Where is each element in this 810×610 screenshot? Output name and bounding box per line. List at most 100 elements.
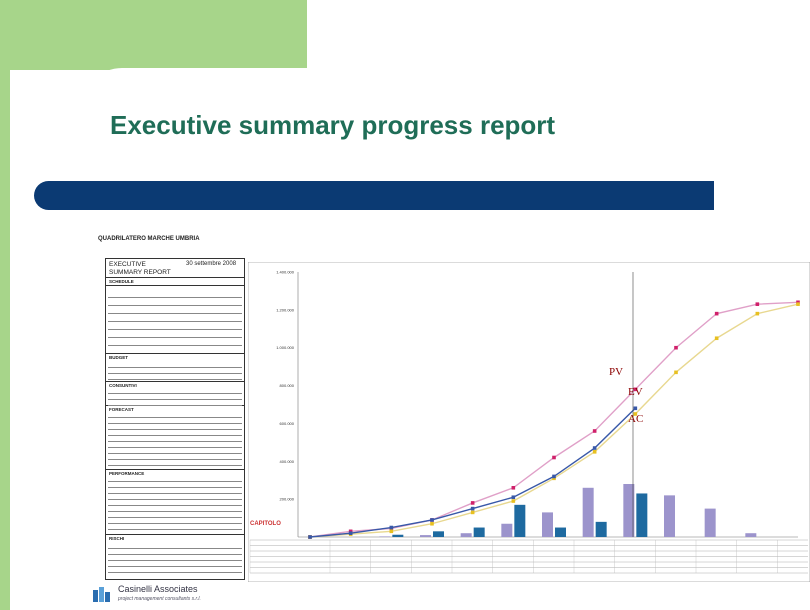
table-row-line <box>108 461 242 466</box>
bar-light <box>582 487 594 537</box>
section-budget: BUDGET <box>109 355 128 360</box>
series-marker-pv <box>755 302 760 306</box>
y-tick-label: 400.000 <box>280 459 295 464</box>
section-divider <box>106 353 244 354</box>
bar-light <box>379 536 391 537</box>
section-consuntivi: CONSUNTIVI <box>109 383 137 388</box>
table-row-line <box>108 419 242 424</box>
bar-light <box>623 484 635 537</box>
series-marker-ev <box>714 336 719 341</box>
y-tick-label: 1.000.000 <box>276 345 295 350</box>
slide-title: Executive summary progress report <box>110 110 556 140</box>
table-row-line <box>108 413 242 418</box>
table-row-line <box>108 317 242 322</box>
bar-light <box>460 533 472 537</box>
series-marker-pv <box>796 300 800 305</box>
table-row-line <box>108 519 242 524</box>
series-marker-ev <box>552 476 556 481</box>
bar-dark <box>433 531 444 537</box>
table-row-line <box>108 395 242 400</box>
series-marker-ev <box>511 499 516 503</box>
table-row-line <box>108 455 242 460</box>
table-row-line <box>108 443 242 448</box>
ev-annotation: EV <box>628 386 643 398</box>
table-row-line <box>108 449 242 454</box>
section-divider <box>106 469 244 470</box>
series-marker-ev <box>633 412 638 416</box>
table-row-line <box>108 389 242 394</box>
earned-value-chart: 1.400.000 1.200.000 1.000.000 800.000 600.00… <box>248 262 810 582</box>
series-marker-ev <box>592 450 597 454</box>
section-divider <box>106 381 244 382</box>
series-marker-pv <box>674 345 678 350</box>
document-heading: QUADRILATERO MARCHE UMBRIA <box>98 236 200 242</box>
bar-light <box>420 535 431 537</box>
series-marker-ac <box>511 495 516 500</box>
table-row-line <box>108 489 242 494</box>
series-marker-pv <box>592 429 597 433</box>
table-row-line <box>108 431 242 436</box>
table-row-line <box>108 341 242 346</box>
table-row-line <box>108 550 242 555</box>
table-row-line <box>108 369 242 374</box>
section-divider <box>106 285 244 286</box>
bar-light <box>664 495 675 537</box>
series-marker-ac <box>430 518 434 522</box>
series-marker-pv <box>552 455 556 460</box>
data-table <box>249 539 808 574</box>
table-row-line <box>108 501 242 506</box>
bar-light <box>745 533 757 537</box>
section-divider <box>106 277 244 278</box>
section-performance: PERFORMANCE <box>109 471 145 476</box>
series-lines <box>308 300 800 539</box>
table-row-line <box>108 507 242 512</box>
series-marker-pv <box>348 529 353 534</box>
table-row-line <box>108 301 242 306</box>
section-divider <box>106 534 244 535</box>
series-marker-ev <box>470 510 475 515</box>
table-row-line <box>108 562 242 567</box>
series-marker-ev <box>389 529 394 534</box>
y-tick-label: 800.000 <box>280 383 295 388</box>
section-schedule: SCHEDULE <box>109 279 134 284</box>
executive-summary-table: EXECUTIVE SUMMARY REPORT 30 settembre 20… <box>105 258 245 580</box>
table-row-line <box>108 325 242 330</box>
bar-dark <box>595 521 607 537</box>
table-row-line <box>108 401 242 406</box>
table-row-line <box>108 495 242 500</box>
bar-dark <box>514 504 526 537</box>
series-marker-ev <box>796 302 800 306</box>
table-row-line <box>108 333 242 338</box>
series-marker-ac <box>552 474 556 479</box>
section-forecast: FORECAST <box>109 407 134 412</box>
series-marker-ac <box>592 446 597 450</box>
table-row-line <box>108 568 242 573</box>
company-logo-icon <box>93 587 110 602</box>
table-row-line <box>108 525 242 530</box>
table-row-line <box>108 375 242 380</box>
pv-annotation: PV <box>609 366 624 378</box>
table-row-line <box>108 544 242 549</box>
series-marker-ac <box>308 535 312 539</box>
series-marker-ac <box>389 525 394 530</box>
bar-light <box>542 512 553 537</box>
series-marker-ev <box>755 311 760 316</box>
table-row-line <box>108 425 242 430</box>
table-row-line <box>108 437 242 442</box>
y-tick-label: 200.000 <box>280 497 295 502</box>
table-row-line <box>108 513 242 518</box>
company-tagline: project management consultants s.r.l. <box>118 596 201 602</box>
green-left-strip <box>0 0 10 610</box>
title-underline-band <box>34 181 714 210</box>
table-row-line <box>108 363 242 368</box>
company-name: Casinelli Associates <box>118 584 198 594</box>
bar-light <box>704 508 716 537</box>
series-marker-pv <box>633 387 638 392</box>
bar-dark <box>636 493 648 537</box>
bars <box>379 484 757 537</box>
series-marker-ac <box>633 406 638 411</box>
bar-dark <box>392 534 404 537</box>
y-tick-label: 1.200.000 <box>276 307 295 312</box>
report-title: EXECUTIVE SUMMARY REPORT <box>109 261 171 276</box>
series-marker-pv <box>714 311 719 316</box>
